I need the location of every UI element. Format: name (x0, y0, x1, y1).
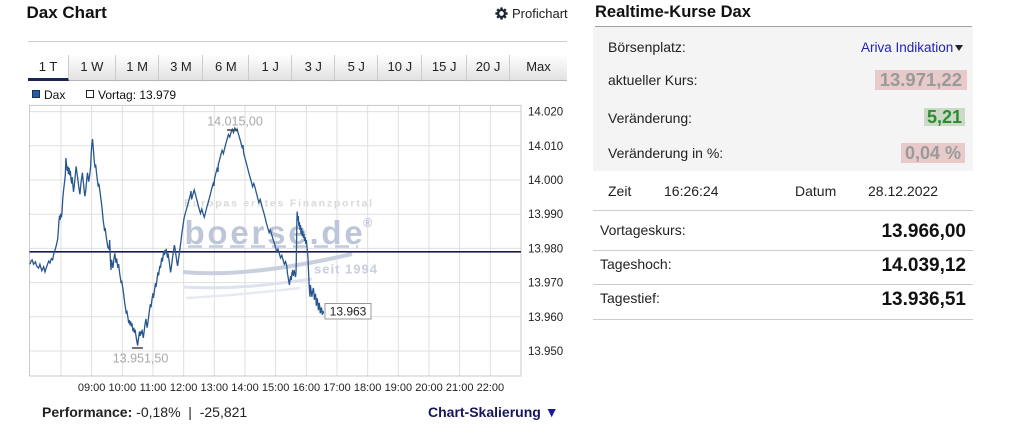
svg-text:seit 1994: seit 1994 (314, 262, 378, 277)
svg-text:®: ® (363, 216, 373, 230)
svg-text:Europas erstes Finanzportal: Europas erstes Finanzportal (184, 198, 374, 210)
svg-text:19:00: 19:00 (385, 382, 413, 394)
svg-text:21:00: 21:00 (446, 382, 474, 394)
svg-text:13.970: 13.970 (528, 278, 563, 290)
svg-text:22:00: 22:00 (477, 382, 505, 394)
svg-text:13.990: 13.990 (528, 209, 563, 221)
svg-text:13:00: 13:00 (201, 382, 229, 394)
svg-text:10:00: 10:00 (109, 382, 137, 394)
svg-text:14.000: 14.000 (528, 175, 563, 187)
svg-text:14.015,00: 14.015,00 (207, 115, 263, 129)
svg-text:13.950: 13.950 (528, 346, 563, 358)
svg-text:12:00: 12:00 (170, 382, 198, 394)
svg-text:09:00: 09:00 (78, 382, 106, 394)
svg-text:13.980: 13.980 (528, 243, 563, 255)
svg-text:14.020: 14.020 (528, 107, 563, 119)
svg-text:13.963: 13.963 (330, 305, 367, 319)
svg-text:boerse.de: boerse.de (184, 214, 365, 251)
svg-text:20:00: 20:00 (415, 382, 443, 394)
svg-text:14.010: 14.010 (528, 141, 563, 153)
svg-text:18:00: 18:00 (354, 382, 382, 394)
svg-text:14:00: 14:00 (231, 382, 259, 394)
svg-text:16:00: 16:00 (293, 382, 321, 394)
svg-text:11:00: 11:00 (140, 382, 167, 394)
svg-text:15:00: 15:00 (262, 382, 290, 394)
svg-text:13.960: 13.960 (528, 312, 563, 324)
svg-text:13.951,50: 13.951,50 (113, 352, 169, 366)
svg-text:17:00: 17:00 (323, 382, 351, 394)
